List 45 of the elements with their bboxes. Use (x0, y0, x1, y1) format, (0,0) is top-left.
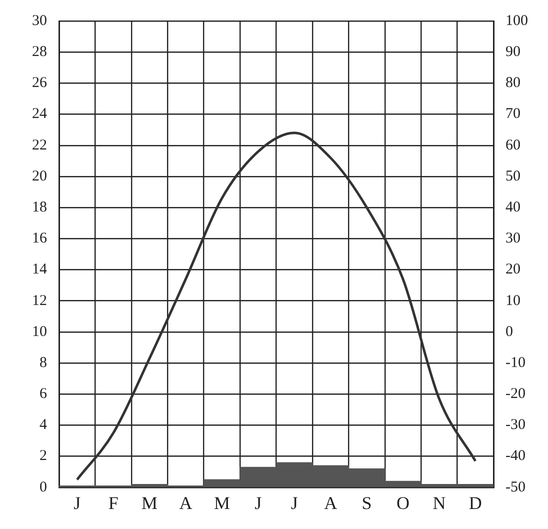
y2-tick-label: -40 (506, 448, 526, 464)
y2-tick-label: 30 (506, 230, 520, 247)
y2-tick-label: -10 (506, 354, 526, 371)
y-tick-label: 0 (40, 479, 47, 496)
y2-tick-label: -30 (506, 417, 526, 434)
y-tick-label: 30 (32, 12, 47, 29)
line-series (76, 132, 477, 481)
x-tick-label: N (432, 492, 446, 513)
y2-tick-label: 90 (506, 44, 520, 60)
x-tick-label: O (396, 492, 410, 513)
y-tick-label: 28 (32, 44, 47, 60)
y-tick-label: 18 (32, 199, 47, 216)
y-tick-label: 4 (40, 417, 48, 434)
y-tick-label: 20 (32, 168, 47, 184)
y-tick-label: 12 (32, 292, 47, 309)
y-tick-label: 6 (40, 386, 48, 402)
y2-tick-label: 20 (506, 262, 520, 278)
y-tick-label: 26 (32, 75, 48, 92)
x-tick-label: A (324, 492, 338, 513)
y-tick-label: 24 (32, 106, 48, 122)
x-tick-label: A (179, 492, 192, 513)
x-tick-label: J (254, 492, 262, 513)
y2-tick-label: 100 (506, 12, 528, 29)
y2-tick-label: -50 (506, 479, 526, 496)
y-tick-label: 22 (32, 137, 47, 154)
y2-tick-label: 0 (506, 324, 513, 340)
x-tick-label: J (290, 492, 298, 513)
x-tick-label: M (142, 492, 158, 513)
x-tick-label: S (362, 492, 372, 513)
y-tick-label: 2 (40, 448, 47, 464)
y2-tick-label: -20 (506, 386, 526, 402)
x-tick-label: D (468, 492, 482, 513)
y-tick-label: 10 (32, 324, 47, 340)
x-tick-label: J (74, 492, 81, 513)
y2-tick-label: 10 (506, 292, 520, 309)
y-tick-label: 8 (40, 354, 47, 371)
x-tick-label: M (214, 492, 230, 513)
y2-tick-label: 70 (506, 106, 520, 122)
y2-tick-label: 40 (506, 199, 520, 216)
y-tick-label: 16 (32, 230, 48, 247)
y2-tick-label: 50 (506, 168, 520, 184)
y2-tick-label: 60 (506, 137, 520, 154)
y-tick-label: 14 (32, 262, 48, 278)
x-tick-label: F (108, 492, 118, 513)
y2-tick-label: 80 (506, 75, 520, 92)
